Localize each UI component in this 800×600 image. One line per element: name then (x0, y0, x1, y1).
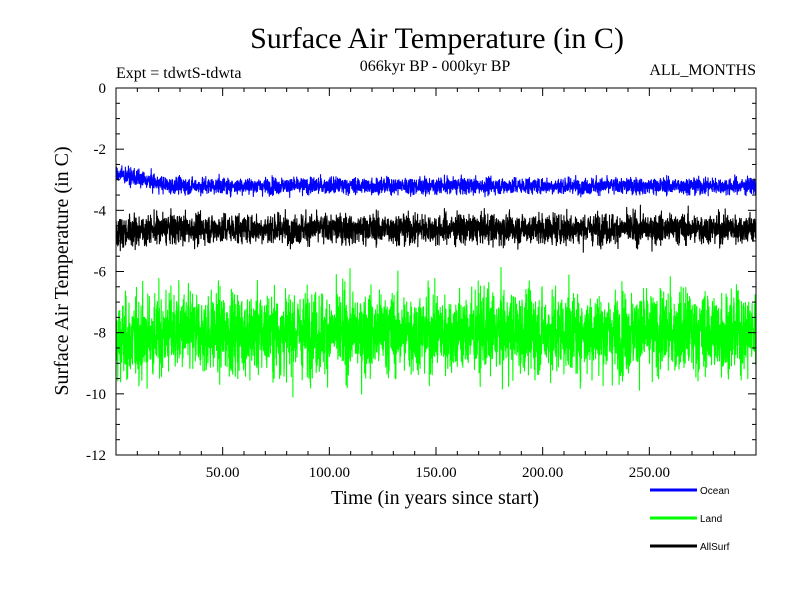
chart-title: Surface Air Temperature (in C) (250, 22, 624, 55)
series-line-allsurf (115, 204, 757, 253)
x-axis-label: Time (in years since start) (331, 487, 539, 509)
y-tick-label: -8 (94, 326, 107, 342)
chart-subtitle-right: ALL_MONTHS (649, 62, 756, 79)
chart-subtitle-center: 066kyr BP - 000kyr BP (360, 58, 511, 75)
legend: Ocean Land AllSurf (650, 486, 730, 553)
y-tick-label: -2 (94, 142, 107, 158)
y-tick-label: 0 (99, 81, 107, 97)
series-line-land (115, 266, 757, 398)
x-tick-label: 100.00 (309, 465, 350, 481)
legend-label-ocean: Ocean (700, 486, 729, 497)
plot-frame (115, 87, 757, 456)
x-tick-label: 50.00 (206, 465, 240, 481)
y-tick-label: -4 (94, 203, 107, 219)
y-tick-label: -12 (86, 448, 106, 464)
y-tick-label: -6 (94, 265, 107, 281)
series-line-ocean (115, 165, 757, 198)
x-tick-label: 250.00 (629, 465, 670, 481)
y-axis-label: Surface Air Temperature (in C) (51, 146, 73, 395)
x-tick-label: 200.00 (522, 465, 563, 481)
x-tick-label: 150.00 (415, 465, 456, 481)
chart-subtitle-left: Expt = tdwtS-tdwta (116, 65, 241, 82)
y-tick-label: -10 (86, 387, 106, 403)
legend-label-land: Land (700, 514, 722, 525)
legend-label-allsurf: AllSurf (700, 542, 730, 553)
plot-area: 50.00 100.00 150.00 200.00 250.00 0 -2 -4 -6 -8 -1… (86, 81, 757, 481)
